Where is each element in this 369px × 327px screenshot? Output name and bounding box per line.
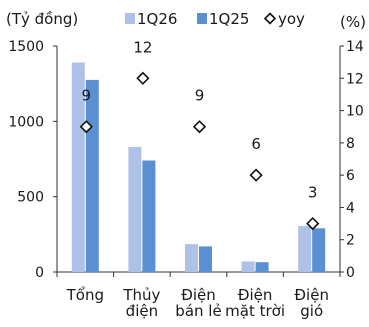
left-axis-unit: (Tỷ đồng) xyxy=(6,10,78,28)
y-tick-label-right: 4 xyxy=(346,200,355,216)
bar-1q26-2 xyxy=(185,244,198,272)
y-tick-label-right: 14 xyxy=(346,39,364,55)
legend-diamond-yoy xyxy=(263,12,277,25)
y-tick-label-left: 0 xyxy=(35,265,44,281)
x-tick-label-0: Tổng xyxy=(66,286,104,304)
legend-label-1q25: 1Q25 xyxy=(209,10,249,28)
yoy-data-label-2: 9 xyxy=(195,87,205,105)
yoy-point-2 xyxy=(192,120,207,134)
bar-1q25-0 xyxy=(85,79,99,273)
x-tick-label-2: bán lẻ xyxy=(175,302,221,320)
x-tick-label-1: điện xyxy=(126,302,158,320)
x-tick-label-4: Điện xyxy=(294,286,329,304)
bar-1q25-3 xyxy=(255,262,269,272)
bar-1q25-4 xyxy=(312,228,326,272)
yoy-data-label-1: 12 xyxy=(133,38,152,56)
legend: (Tỷ đồng) 1Q26 1Q25 yoy (%) xyxy=(6,10,366,31)
y-tick-label-right: 0 xyxy=(346,265,355,281)
bars-layer xyxy=(71,62,326,273)
yoy-data-label-3: 6 xyxy=(251,135,261,153)
y-tick-label-left: 1000 xyxy=(8,114,44,130)
yoy-points-layer xyxy=(79,71,320,231)
legend-swatch-1q25 xyxy=(197,13,207,24)
legend-label-yoy: yoy xyxy=(278,10,305,28)
x-tick-label-1: Thủy xyxy=(122,286,160,304)
y-tick-label-right: 8 xyxy=(346,136,355,152)
axes-layer: 0 500 1000 1500 0 2 4 6 8 10 12 14 xyxy=(8,39,364,281)
yoy-data-label-0: 9 xyxy=(82,87,92,105)
legend-label-1q26: 1Q26 xyxy=(137,10,177,28)
bar-1q26-4 xyxy=(298,226,312,272)
right-axis-unit: (%) xyxy=(340,13,366,31)
yoy-point-1 xyxy=(136,71,150,85)
bar-1q26-3 xyxy=(241,261,255,272)
bar-1q26-1 xyxy=(128,146,142,272)
bar-1q25-1 xyxy=(142,160,156,272)
y-tick-label-left: 500 xyxy=(17,190,44,206)
yoy-point-4 xyxy=(306,216,320,231)
x-tick-label-4: gió xyxy=(300,302,323,320)
yoy-point-3 xyxy=(249,168,263,182)
legend-swatch-1q26 xyxy=(125,13,135,24)
y-tick-label-right: 6 xyxy=(346,168,355,184)
bar-1q25-2 xyxy=(199,246,212,272)
y-tick-label-right: 2 xyxy=(346,233,355,249)
y-tick-label-right: 12 xyxy=(346,71,364,87)
x-tick-label-3: mặt trời xyxy=(225,302,285,320)
yoy-point-0 xyxy=(79,120,93,134)
x-tick-label-3: Điện xyxy=(238,286,273,304)
y-tick-label-right: 10 xyxy=(346,104,364,120)
bar-1q26-0 xyxy=(71,62,85,272)
y-tick-label-left: 1500 xyxy=(8,39,44,55)
yoy-data-label-4: 3 xyxy=(308,184,318,202)
x-tick-label-2: Điện xyxy=(181,286,216,304)
